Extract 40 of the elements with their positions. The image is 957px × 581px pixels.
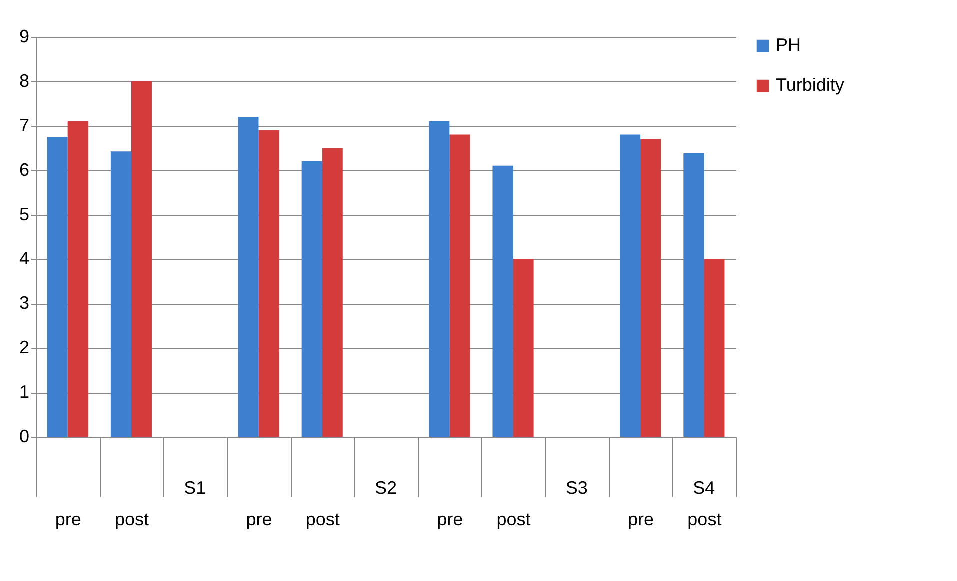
x-tick-label: post xyxy=(306,510,340,530)
x-tick-label: pre xyxy=(246,510,272,530)
y-tick-label: 5 xyxy=(19,204,30,224)
bar xyxy=(684,153,704,437)
legend-label: PH xyxy=(776,35,802,55)
legend-label: Turbidity xyxy=(776,75,844,95)
bar xyxy=(302,161,322,437)
bar xyxy=(429,121,450,437)
text: S1 xyxy=(184,478,206,498)
bar xyxy=(513,259,534,437)
x-tick-label: post xyxy=(496,510,531,530)
bar xyxy=(322,148,343,437)
y-tick-label: 7 xyxy=(19,115,30,136)
y-tick-label: 8 xyxy=(19,70,30,91)
y-tick-label: 6 xyxy=(19,160,30,180)
x-tick-label: pre xyxy=(55,510,82,530)
text: S4 xyxy=(693,478,716,498)
bar xyxy=(492,166,514,437)
x-tick-label: post xyxy=(688,510,722,530)
x-tick-label: pre xyxy=(628,510,654,530)
x-tick-label: post xyxy=(114,510,149,530)
bar xyxy=(640,139,662,437)
y-tick-label: 4 xyxy=(19,248,30,269)
bar xyxy=(68,121,88,437)
y-tick-label: 3 xyxy=(19,293,30,314)
bar xyxy=(258,130,280,437)
y-tick-label: 1 xyxy=(19,382,30,402)
bar xyxy=(47,137,68,437)
y-tick-label: 0 xyxy=(19,426,30,446)
y-tick-label: 2 xyxy=(19,338,30,358)
x-tick-label: pre xyxy=(437,510,464,530)
text: S2 xyxy=(374,478,398,498)
bar xyxy=(450,134,470,437)
bar xyxy=(704,259,725,437)
bar xyxy=(620,134,641,437)
bar xyxy=(238,117,259,437)
bar xyxy=(131,81,152,437)
text: S3 xyxy=(566,478,588,498)
y-tick-label: 9 xyxy=(19,26,30,46)
bar xyxy=(110,152,132,437)
